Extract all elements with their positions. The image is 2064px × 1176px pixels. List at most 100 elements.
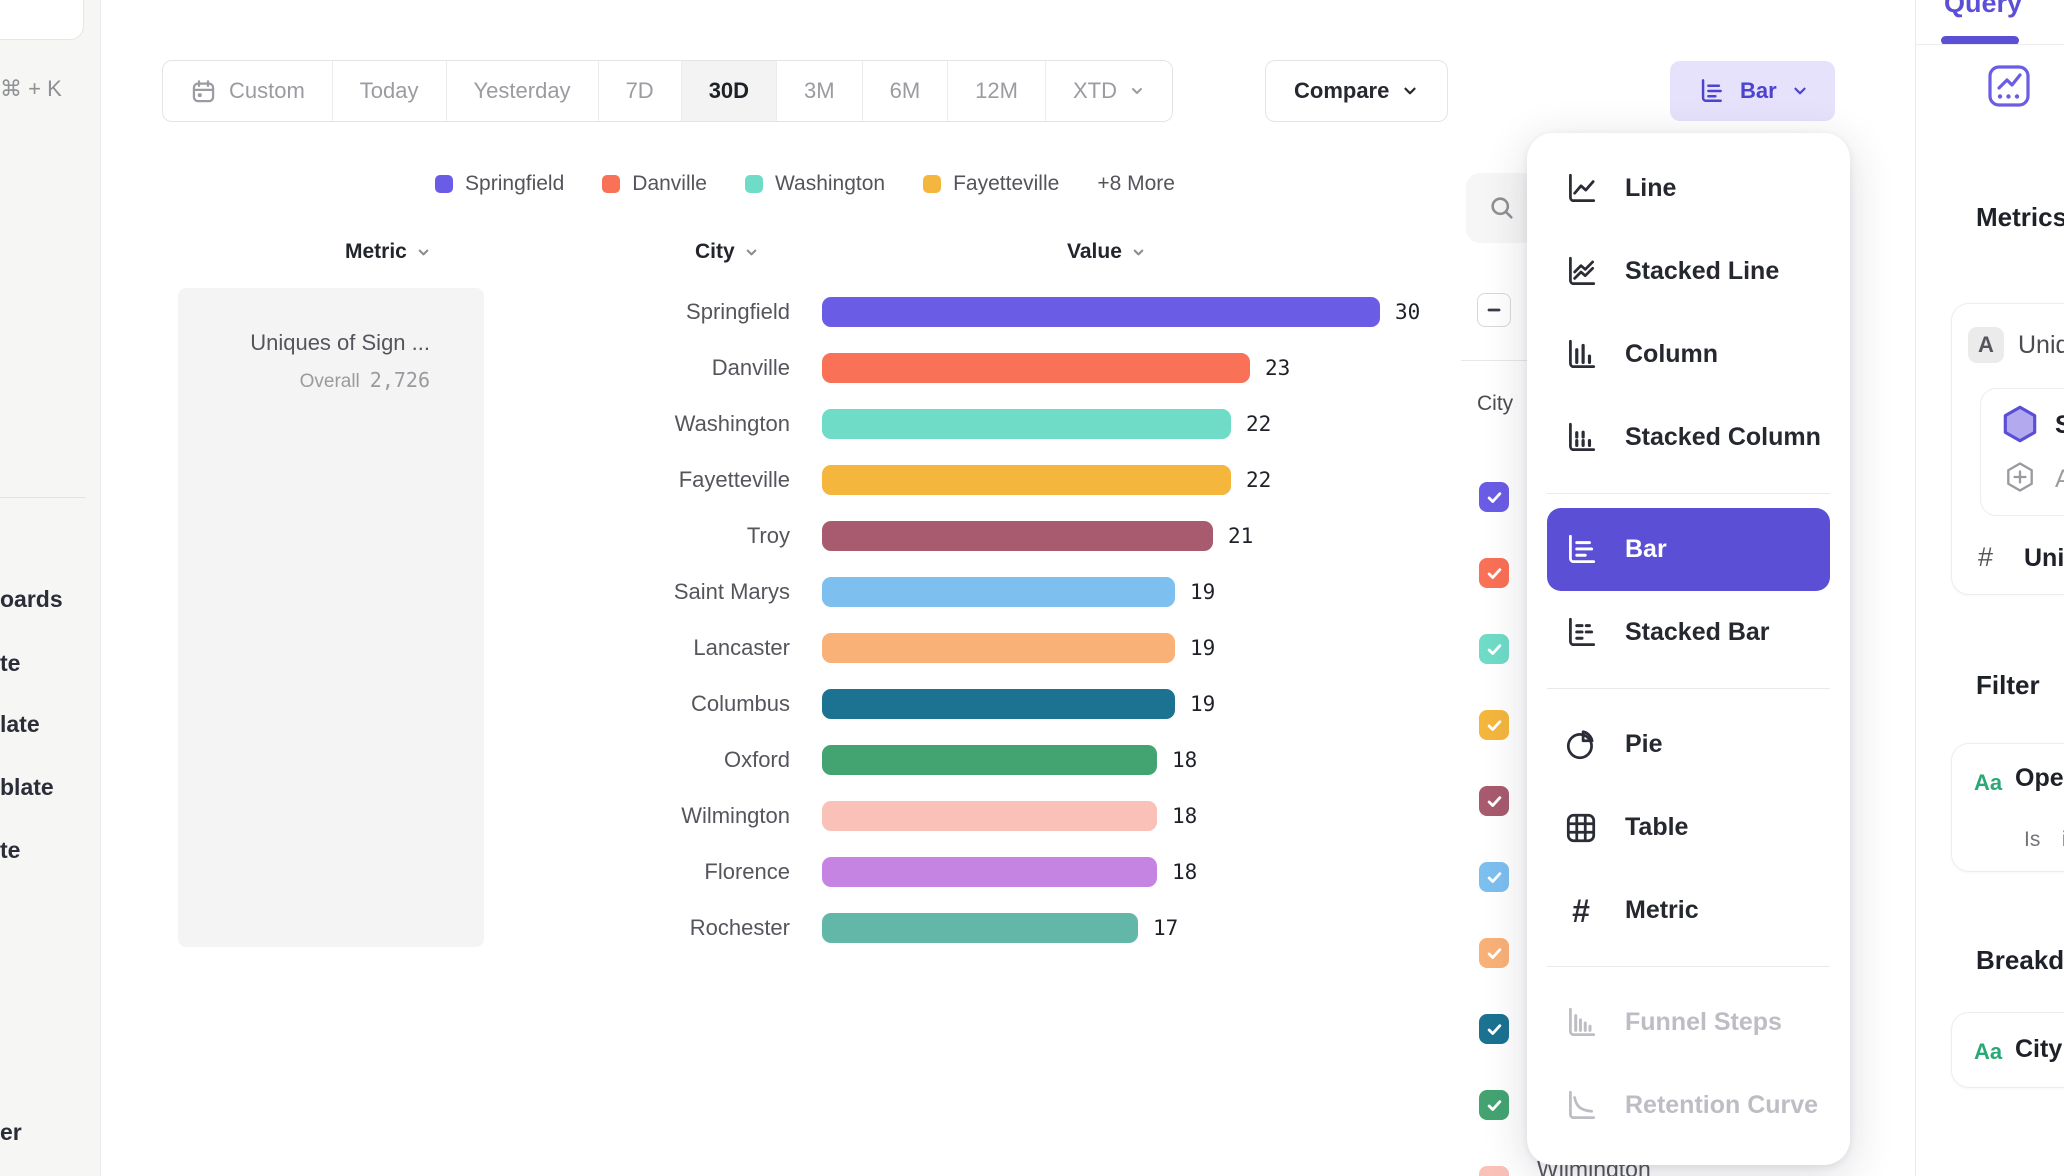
legend-item[interactable]: Fayetteville xyxy=(923,172,1059,196)
menu-item-bar[interactable]: Bar xyxy=(1547,508,1830,591)
legend-item[interactable]: Danville xyxy=(602,172,707,196)
menu-item-label: Stacked Bar xyxy=(1625,618,1770,646)
menu-item-label: Metric xyxy=(1625,896,1699,924)
tab-query[interactable]: Query xyxy=(1944,0,2023,18)
bar-segment[interactable] xyxy=(822,745,1157,775)
city-search-box[interactable] xyxy=(1466,173,1536,243)
bar-segment[interactable] xyxy=(822,857,1157,887)
chart-box-icon xyxy=(1987,64,2031,108)
date-range-12m[interactable]: 12M xyxy=(948,61,1046,121)
city-column-header[interactable]: City xyxy=(695,240,759,264)
legend-label: Washington xyxy=(774,172,886,195)
date-range-7d[interactable]: 7D xyxy=(599,61,682,121)
bar-segment[interactable] xyxy=(822,521,1213,551)
check-icon xyxy=(1485,488,1504,507)
event-inner-card[interactable]: Sig Ad xyxy=(1980,388,2064,516)
date-range-yesterday[interactable]: Yesterday xyxy=(447,61,599,121)
bar-segment[interactable] xyxy=(822,913,1138,943)
metric-query-card[interactable]: A Uniq Sig Ad # Uniqu xyxy=(1951,303,2064,595)
menu-item-metric[interactable]: # Metric xyxy=(1547,869,1830,952)
date-range-xtd[interactable]: XTD xyxy=(1046,61,1172,121)
metric-header-label: Metric xyxy=(345,240,407,263)
sidebar-nav-item[interactable]: oards xyxy=(0,586,63,612)
city-list-divider xyxy=(1461,360,1527,361)
city-checkbox[interactable] xyxy=(1479,862,1509,892)
date-range-label: Custom xyxy=(229,78,305,103)
chart-type-button[interactable]: Bar xyxy=(1670,61,1835,121)
menu-item-column[interactable]: Column xyxy=(1547,313,1830,396)
menu-item-label: Pie xyxy=(1625,730,1663,758)
compare-button[interactable]: Compare xyxy=(1265,60,1449,122)
check-icon xyxy=(1485,792,1504,811)
legend-item[interactable]: Springfield xyxy=(435,172,564,196)
sidebar-search-box[interactable] xyxy=(0,0,84,40)
sidebar-nav-item[interactable]: te xyxy=(0,650,21,676)
date-range-3m[interactable]: 3M xyxy=(777,61,863,121)
bar-value-label: 30 xyxy=(1395,300,1421,324)
menu-item-stacked-bar[interactable]: Stacked Bar xyxy=(1547,591,1830,674)
event-badge: A xyxy=(1968,327,2004,363)
city-checkbox[interactable] xyxy=(1479,1166,1509,1176)
retention-curve-icon xyxy=(1563,1088,1599,1124)
bar-segment[interactable] xyxy=(822,689,1175,719)
bar-category-label: Troy xyxy=(746,523,790,548)
menu-item-stacked-line[interactable]: Stacked Line xyxy=(1547,230,1830,313)
menu-item-pie[interactable]: Pie xyxy=(1547,703,1830,786)
filter-card[interactable]: Aa Ope Is i xyxy=(1951,743,2064,872)
date-range-today[interactable]: Today xyxy=(333,61,447,121)
pie-chart-icon xyxy=(1563,727,1599,763)
menu-item-funnel-steps: Funnel Steps xyxy=(1547,981,1830,1064)
city-checkbox[interactable] xyxy=(1479,482,1509,512)
city-checkbox[interactable] xyxy=(1479,1090,1509,1120)
city-checkbox[interactable] xyxy=(1479,786,1509,816)
bar-segment[interactable] xyxy=(822,465,1231,495)
bar-segment[interactable] xyxy=(822,633,1175,663)
check-icon xyxy=(1485,1172,1504,1176)
sidebar-nav-item[interactable]: blate xyxy=(0,774,54,800)
bar-row: Saint Marys 19 xyxy=(540,564,1500,620)
chart-legend: Springfield Danville Washington Fayettevill… xyxy=(100,172,1510,196)
legend-swatch xyxy=(602,175,621,193)
value-header-label: Value xyxy=(1067,240,1122,263)
legend-more[interactable]: +8 More xyxy=(1097,172,1175,195)
date-range-30d[interactable]: 30D xyxy=(681,61,778,121)
bar-category-label: Columbus xyxy=(690,691,790,716)
check-icon xyxy=(1485,640,1504,659)
bar-segment[interactable] xyxy=(822,297,1380,327)
menu-item-label: Bar xyxy=(1625,535,1667,563)
sidebar-nav-item[interactable]: er xyxy=(0,1119,22,1145)
city-checkbox[interactable] xyxy=(1479,634,1509,664)
bar-segment[interactable] xyxy=(822,801,1157,831)
metric-column-header[interactable]: Metric xyxy=(345,240,431,264)
bar-segment[interactable] xyxy=(822,409,1231,439)
metrics-heading: Metrics xyxy=(1976,202,2064,232)
date-range-custom[interactable]: Custom xyxy=(163,61,333,121)
date-range-6m[interactable]: 6M xyxy=(863,61,949,121)
city-checkbox[interactable] xyxy=(1479,710,1509,740)
legend-label: Danville xyxy=(632,172,707,195)
bar-segment[interactable] xyxy=(822,577,1175,607)
date-range-label: 3M xyxy=(804,78,835,103)
menu-item-table[interactable]: Table xyxy=(1547,786,1830,869)
select-all-checkbox[interactable] xyxy=(1477,293,1511,327)
bar-value-label: 18 xyxy=(1172,804,1198,828)
value-column-header[interactable]: Value xyxy=(1067,240,1146,264)
menu-item-label: Funnel Steps xyxy=(1625,1008,1782,1036)
add-label[interactable]: Ad xyxy=(2055,465,2064,494)
bar-value-label: 19 xyxy=(1190,636,1216,660)
sidebar-nav-item[interactable]: late xyxy=(0,711,40,737)
chevron-down-icon xyxy=(416,245,431,260)
city-checkbox[interactable] xyxy=(1479,558,1509,588)
metric-card[interactable]: Uniques of Sign ... Overall 2,726 xyxy=(178,288,484,947)
legend-item[interactable]: Washington xyxy=(744,172,886,196)
city-checkbox[interactable] xyxy=(1479,1014,1509,1044)
bar-chart: Springfield 30 Danville 23 Washington 22 Fayet… xyxy=(540,284,1500,956)
breakdown-card[interactable]: Aa City xyxy=(1951,1012,2064,1088)
bar-value-label: 21 xyxy=(1228,524,1254,548)
menu-item-line[interactable]: Line xyxy=(1547,147,1830,230)
city-checkbox[interactable] xyxy=(1479,938,1509,968)
bar-segment[interactable] xyxy=(822,353,1250,383)
bar-value-label: 18 xyxy=(1172,860,1198,884)
sidebar-nav-item[interactable]: te xyxy=(0,837,21,863)
menu-item-stacked-column[interactable]: Stacked Column xyxy=(1547,396,1830,479)
